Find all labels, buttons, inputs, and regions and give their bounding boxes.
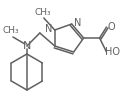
Text: CH₃: CH₃ [35,7,51,16]
Text: N: N [45,24,53,34]
Text: O: O [108,22,115,32]
Text: N: N [74,18,81,28]
Text: CH₃: CH₃ [3,25,19,34]
Text: HO: HO [105,47,120,57]
Text: N: N [23,41,31,51]
